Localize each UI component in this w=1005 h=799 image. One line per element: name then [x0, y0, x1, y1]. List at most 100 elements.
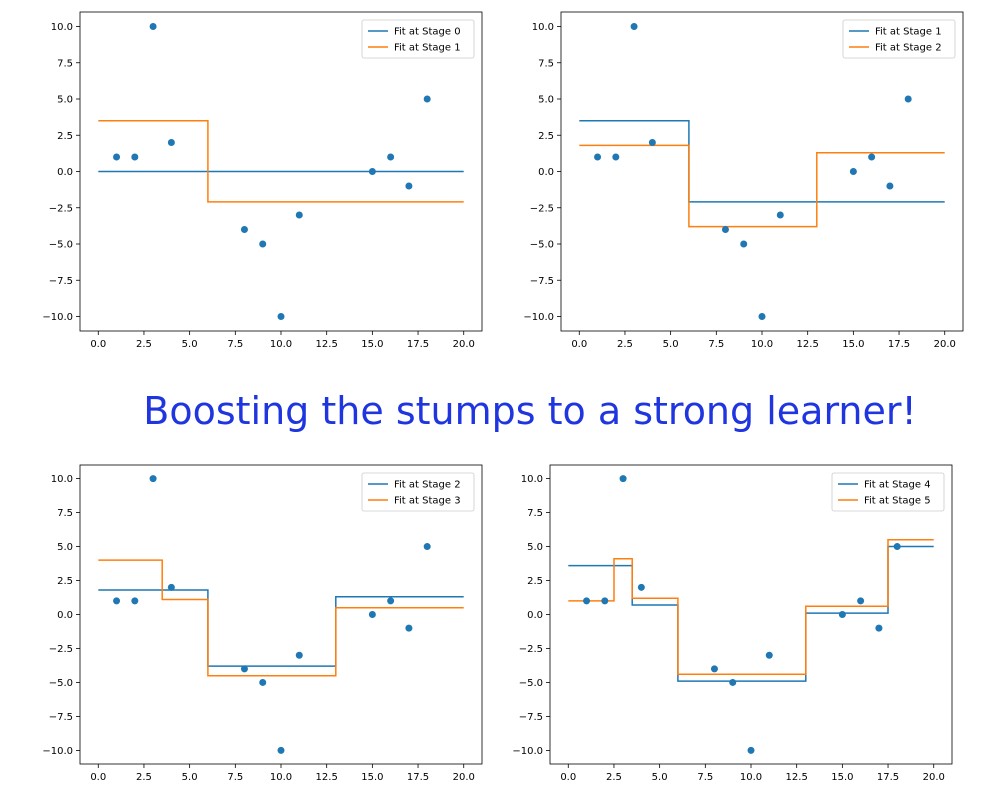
y-tick-label: 5.0 — [57, 95, 73, 106]
y-tick-label: −2.5 — [49, 203, 73, 214]
x-tick-label: 0.0 — [571, 339, 587, 350]
legend-entry: Fit at Stage 1 — [875, 27, 942, 38]
x-tick-label: 5.0 — [663, 339, 679, 350]
x-tick-label: 7.5 — [708, 339, 724, 350]
y-tick-label: 2.5 — [57, 576, 73, 587]
data-point — [721, 226, 729, 233]
legend-entry: Fit at Stage 0 — [394, 27, 461, 38]
y-tick-label: 5.0 — [57, 542, 73, 553]
data-point — [295, 211, 303, 219]
y-tick-label: 0.0 — [57, 610, 73, 621]
legend-entry: Fit at Stage 3 — [394, 496, 461, 507]
data-point — [637, 583, 645, 591]
data-point — [583, 597, 591, 605]
data-point — [240, 665, 248, 673]
data-point — [259, 678, 267, 686]
x-tick-label: 7.5 — [227, 772, 243, 783]
x-tick-label: 17.5 — [407, 772, 429, 783]
data-point — [387, 597, 395, 605]
x-tick-label: 12.5 — [316, 772, 338, 783]
x-tick-label: 20.0 — [923, 772, 945, 783]
data-point — [765, 651, 773, 659]
data-point — [295, 651, 303, 659]
x-tick-label: 5.0 — [652, 772, 668, 783]
data-point — [740, 240, 748, 248]
x-tick-label: 10.0 — [270, 772, 292, 783]
data-point — [594, 153, 602, 161]
legend-entry: Fit at Stage 4 — [864, 480, 931, 491]
data-point — [747, 746, 755, 754]
data-point — [405, 624, 413, 632]
data-point — [113, 597, 121, 605]
data-point — [648, 139, 656, 146]
data-point — [857, 597, 865, 605]
y-tick-label: 10.0 — [532, 22, 554, 33]
x-tick-label: 0.0 — [560, 772, 576, 783]
series-line — [568, 539, 934, 676]
y-tick-label: −7.5 — [519, 712, 543, 723]
x-tick-label: 20.0 — [934, 339, 956, 350]
x-tick-label: 2.5 — [606, 772, 622, 783]
chart-top-right: 0.0 2.5 5.0 7.5 10.0 12.5 15.0 17.5 20.0 −10.0 −7.… — [523, 11, 964, 350]
x-tick-label: 10.0 — [270, 339, 292, 350]
data-point — [277, 746, 285, 754]
legend-box — [831, 472, 945, 512]
x-tick-label: 15.0 — [361, 339, 383, 350]
data-point — [886, 182, 894, 190]
series-line — [98, 589, 464, 667]
data-point — [423, 95, 431, 103]
y-tick-label: 2.5 — [527, 576, 543, 587]
series-line — [98, 120, 464, 203]
y-tick-label: −7.5 — [530, 276, 554, 287]
x-tick-label: 20.0 — [453, 772, 475, 783]
x-tick-label: 7.5 — [227, 339, 243, 350]
data-point — [149, 23, 157, 30]
data-point — [868, 153, 876, 161]
y-tick-label: −10.0 — [42, 746, 73, 757]
legend-entry: Fit at Stage 2 — [394, 480, 461, 491]
x-tick-label: 20.0 — [453, 339, 475, 350]
series-line — [98, 559, 464, 677]
data-point — [131, 153, 139, 161]
data-point — [423, 543, 431, 551]
chart-bottom-left: 0.0 2.5 5.0 7.5 10.0 12.5 15.0 17.5 20.0 −10.0 −7.… — [42, 464, 483, 783]
data-point — [729, 678, 737, 686]
y-tick-label: 5.0 — [527, 542, 543, 553]
legend-box — [361, 472, 475, 512]
y-tick-label: −10.0 — [523, 312, 554, 323]
series-line — [579, 144, 945, 228]
x-tick-label: 17.5 — [407, 339, 429, 350]
y-tick-label: −10.0 — [512, 746, 543, 757]
data-point — [113, 153, 121, 161]
data-point — [131, 597, 139, 605]
x-tick-label: 10.0 — [751, 339, 773, 350]
y-tick-label: −2.5 — [519, 644, 543, 655]
x-tick-label: 17.5 — [888, 339, 910, 350]
y-tick-label: 7.5 — [57, 58, 73, 69]
y-tick-label: 2.5 — [538, 131, 554, 142]
x-tick-label: 5.0 — [182, 772, 198, 783]
y-tick-label: 0.0 — [538, 167, 554, 178]
data-point — [612, 153, 620, 161]
x-tick-label: 15.0 — [831, 772, 853, 783]
data-point — [904, 95, 912, 103]
legend-entry: Fit at Stage 5 — [864, 496, 931, 507]
x-tick-label: 2.5 — [136, 772, 152, 783]
y-tick-label: −2.5 — [49, 644, 73, 655]
data-point — [259, 240, 267, 248]
series-line — [568, 545, 934, 682]
data-point — [758, 313, 766, 320]
x-tick-label: 12.5 — [316, 339, 338, 350]
legend-box — [842, 19, 956, 59]
data-point — [240, 226, 248, 233]
y-tick-label: 7.5 — [57, 508, 73, 519]
chart-top-left: 0.0 2.5 5.0 7.5 10.0 12.5 15.0 17.5 20.0 −10.0 −7.… — [42, 11, 483, 350]
legend-box — [361, 19, 475, 59]
y-tick-label: 2.5 — [57, 131, 73, 142]
data-point — [368, 611, 376, 618]
slide-heading: Boosting the stumps to a strong learner! — [143, 389, 916, 433]
x-tick-label: 12.5 — [797, 339, 819, 350]
data-point — [849, 168, 857, 175]
data-point — [838, 611, 846, 618]
